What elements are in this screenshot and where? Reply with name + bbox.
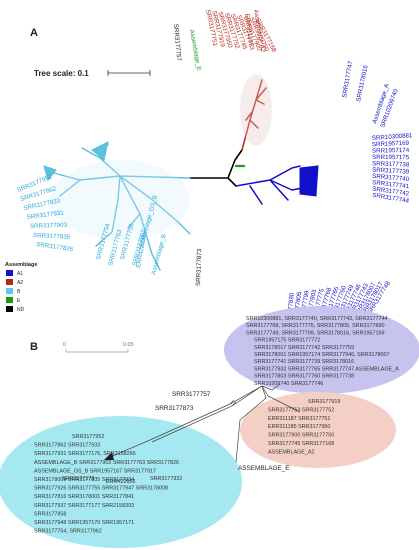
- legend-label: B: [17, 289, 21, 295]
- b-cluster-row: SRR3177948 SRR1957170 SRR1957171: [34, 520, 134, 526]
- red-leaf-labels: SRR3177751SRR3177919SRR3177950SRR3177752…: [204, 9, 278, 54]
- legend-label: A2: [17, 280, 23, 286]
- blue-leaf-label: SRR1957175: [372, 154, 410, 161]
- panel-a-label: A: [30, 27, 38, 39]
- b-cluster-mid: SRR3177173: [62, 476, 94, 482]
- net-assemblage-e: ASSEMBLAGE_E: [238, 465, 290, 472]
- srr3177747-label: SRR3177747: [341, 60, 354, 98]
- blue-leaf-label: SRR1957169: [372, 140, 410, 149]
- b-cluster-row: ASSEMBLAGE_GS_B SRR1957167 SRR3177917: [34, 468, 156, 474]
- b-cluster-labels: SRR3177952 SRR3177862 SRR3177933 SRR317793…: [34, 434, 182, 535]
- b-cluster-row: SRR3177952: [72, 434, 104, 440]
- a2-cluster-row: SRR3177900 SRR3177750: [268, 433, 334, 439]
- b-cluster-row: SRR3177858: [34, 511, 66, 517]
- a1-cluster-row: SRR3177741 SRR3177739 SRR3178016: [254, 359, 354, 365]
- a2-cluster-row: ERR311187 SRR3177751: [268, 416, 330, 422]
- legend-swatch: [6, 288, 13, 294]
- a1-cluster-row: SRR3177749, SRR3177799, SRR3178016, SRR1…: [246, 330, 384, 336]
- a2-cluster-row: SRR3177745 SRR3177168: [268, 441, 334, 447]
- a1-cluster-row: SRR3178017 SRR3177742 SRR3177759: [254, 345, 354, 351]
- a1-cluster-row: SRR3178001 SRR1957174 SRR3177946, SRR317…: [254, 352, 389, 358]
- blue-leaf-label: SRR3177738: [372, 160, 410, 168]
- b-cluster-row: SRR3177931 SRR3177176, SRR2158266: [34, 451, 136, 457]
- tree-branches: [43, 79, 319, 271]
- srr3177873-label: SRR3177873: [195, 248, 203, 286]
- b-cluster-mid: ERR422656: [106, 479, 135, 485]
- a1-cluster-row: SRR10209740 SRR3177746: [254, 381, 323, 387]
- legend-swatch: [6, 270, 13, 276]
- b-cluster-row: ASSEMBLAGE_B SRR3177903 SRR3177763 SRR31…: [34, 460, 179, 466]
- srr3177757-label: SRR3177757: [172, 24, 182, 62]
- a1-cluster-labels: SRR10300881, SRR3177740, SRR3177743, SRR…: [246, 316, 399, 387]
- scale-005: 0.05: [123, 342, 134, 348]
- tree-scale: Tree scale: 0.1: [34, 69, 151, 78]
- legend-title: Assemblage: [5, 262, 37, 268]
- blue-leaf-label: SRR1957174: [372, 147, 410, 155]
- network-edges: [107, 383, 301, 463]
- b-cluster-row: SRR3177926 SRR3177755 SRR3177947 SRR3178…: [34, 486, 168, 492]
- a1-cluster-row: SRR3177803 SRR3177760 SRR3177738: [254, 374, 354, 380]
- assemblage-e-label: Assemblage_E: [188, 29, 202, 71]
- a1-cluster-row: SRR10300881, SRR3177740, SRR3177743, SRR…: [246, 316, 387, 322]
- blue-leaf-label: SRR3177739: [372, 167, 410, 176]
- legend-label: A1: [17, 271, 23, 277]
- network-scale: 0 0.05: [63, 342, 134, 353]
- network-arrow: [104, 452, 114, 460]
- b-cluster-mid: SRR3177932: [150, 476, 182, 482]
- legend-swatch: [6, 279, 13, 285]
- b-cluster-row: SRR3178009 SRR3177835 SRR3177934: [34, 477, 134, 483]
- err311187-label: ERR311187: [243, 13, 255, 47]
- legend-label: E: [17, 298, 21, 304]
- a2-cluster-row: ASSEMBLAGE_A2: [268, 449, 314, 455]
- blue-leaf-label: SRR10300881: [372, 132, 414, 142]
- b-cluster-row: SRR3177937 SRR3177177 SRR2158393: [34, 503, 134, 509]
- a2-cluster-row: SRR3177753 SRR3177752: [268, 407, 334, 413]
- a2-cluster-row: ERR311185 SRR3177950: [268, 424, 330, 430]
- assemblage-a2-cluster: [240, 392, 396, 468]
- panel-b-label: B: [30, 341, 38, 353]
- srr3178016-label: SRR3178016: [355, 64, 370, 102]
- legend-swatch: [6, 306, 13, 312]
- a2-cluster-row: SRR3177919: [308, 399, 340, 405]
- legend: Assemblage A1 A2 BE ND: [5, 262, 37, 313]
- net-srr3177757: SRR3177757: [172, 391, 211, 398]
- tree-scale-label: Tree scale: 0.1: [34, 69, 89, 78]
- legend-swatch: [6, 297, 13, 303]
- b-cluster-row: SRR3177816 SRR3178001 SRR3177841: [34, 494, 134, 500]
- a1-cluster-row: SRR3177932 SRR3177765 SRR3177747 ASSEMBL…: [254, 366, 399, 372]
- cyan-leaf-label: SRR3177826: [36, 241, 74, 253]
- net-srr3177873: SRR3177873: [155, 405, 194, 412]
- a1-cluster-row: SRR3177768, SRR3177775, SRR3177805, SRR3…: [246, 323, 384, 329]
- assemblage-b-cluster: [0, 416, 242, 548]
- b-cluster-row: SRR3177862 SRR3177933: [34, 443, 100, 449]
- legend-label: ND: [17, 307, 25, 313]
- a2-cluster-labels: SRR3177919 SRR3177753 SRR3177752 ERR311187…: [268, 399, 340, 455]
- blue-leaf-label: SRR3177740: [372, 173, 410, 183]
- assemblage-a1-cluster: [224, 306, 419, 394]
- scale-zero: 0: [63, 342, 66, 348]
- b-cluster-row: SRR3177754, SRR3177962: [34, 529, 102, 535]
- a1-cluster-row: SRR1957175 SRR3177772: [254, 338, 320, 344]
- blue-leaf-label: SRR3177741: [372, 179, 410, 190]
- cyan-leaf-label: SRR3177903: [30, 222, 68, 230]
- cyan-leaf-label: SRR3177931: [26, 209, 64, 221]
- blue-leaf-labels: SRR10300881SRR1957169SRR1957174SRR195717…: [285, 132, 413, 330]
- cyan-leaf-label: SRR3177835: [33, 232, 71, 241]
